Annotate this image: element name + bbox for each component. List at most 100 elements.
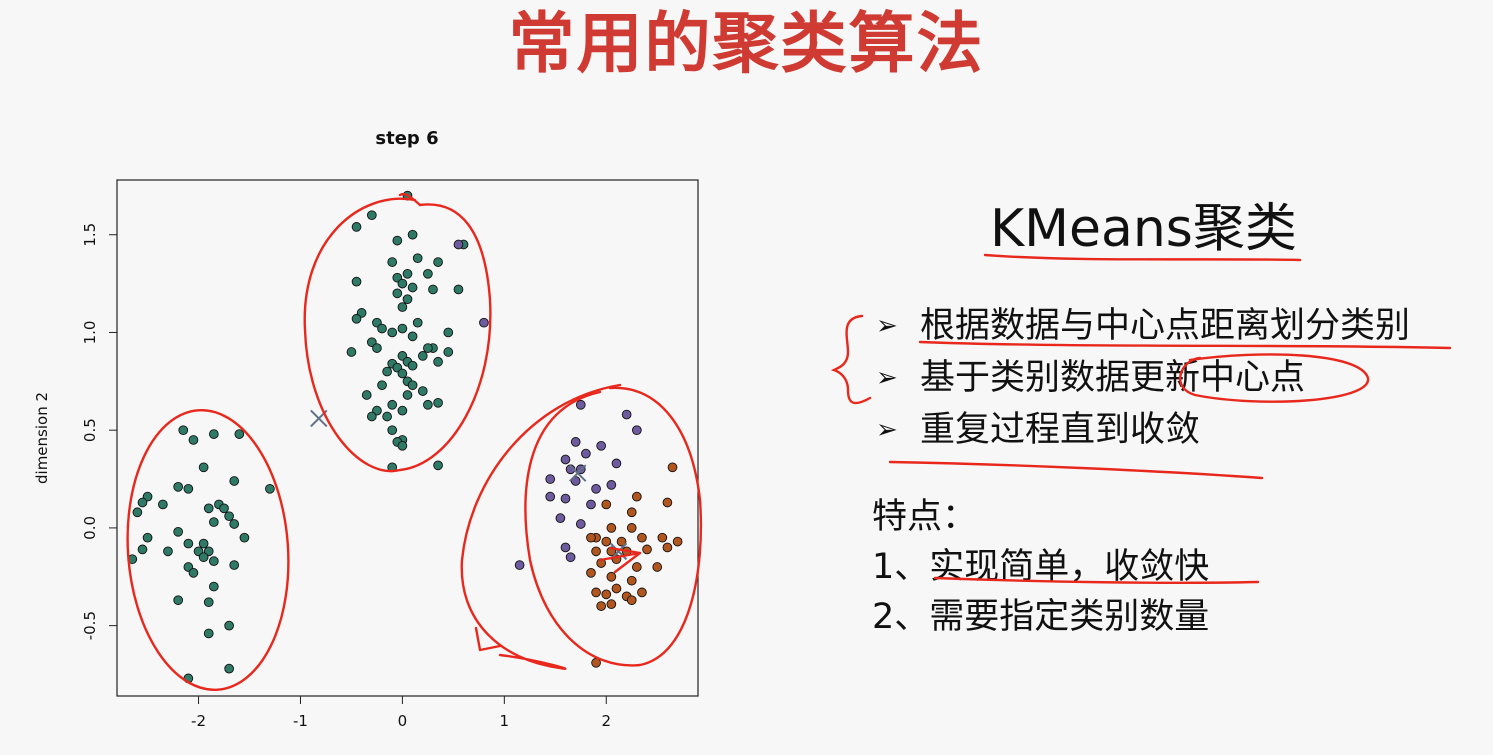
- data-point: [173, 482, 184, 492]
- data-point: [173, 526, 184, 537]
- data-point: [351, 276, 362, 287]
- data-point: [397, 440, 408, 451]
- features-block: 特点： 1、实现简单，收敛快 2、需要指定类别数量: [872, 492, 1209, 642]
- data-point: [372, 343, 382, 353]
- bullet-list: ➢ 根据数据与中心点距离划分类别 ➢ 基于类别数据更新中心点 ➢ 重复过程直到收敛: [876, 300, 1410, 456]
- data-point: [586, 568, 596, 578]
- data-point: [198, 538, 209, 549]
- data-point: [142, 532, 153, 543]
- data-point: [443, 347, 454, 357]
- data-point: [596, 601, 607, 611]
- data-point: [229, 560, 240, 570]
- data-point: [545, 474, 556, 484]
- data-point: [626, 595, 637, 606]
- data-point: [397, 302, 408, 312]
- data-point: [234, 429, 245, 439]
- data-point: [387, 399, 398, 410]
- data-point: [203, 628, 214, 639]
- data-point: [601, 499, 612, 510]
- x-axis: -2 -1 0 1 2: [191, 696, 611, 730]
- data-point: [423, 268, 433, 279]
- data-point: [581, 448, 591, 459]
- y-tick-label: 1.0: [81, 321, 99, 345]
- data-point: [183, 483, 194, 494]
- data-point: [514, 560, 525, 570]
- data-point: [407, 229, 418, 240]
- y-tick-label: 0.5: [81, 418, 99, 442]
- data-point: [555, 513, 566, 523]
- data-point: [387, 327, 398, 338]
- scatter-chart: step 6 dimension 2 -2 -1 0 1 2 -0.5 0.0 0.5 1.0…: [33, 128, 699, 730]
- data-point: [412, 317, 423, 328]
- data-point: [637, 532, 647, 543]
- data-point: [631, 562, 642, 572]
- data-point: [402, 190, 413, 201]
- data-point: [407, 331, 418, 342]
- data-point: [575, 519, 586, 529]
- feature-item: 1、实现简单，收敛快: [872, 547, 1210, 587]
- data-point: [392, 288, 403, 299]
- data-point: [560, 493, 571, 504]
- x-tick-label: 0: [398, 712, 408, 730]
- x-tick-label: -1: [293, 712, 308, 730]
- data-point: [423, 343, 433, 353]
- data-point: [208, 517, 219, 527]
- data-point: [479, 317, 489, 328]
- data-point: [397, 405, 408, 416]
- data-point: [606, 480, 617, 490]
- data-point: [407, 360, 418, 371]
- data-point: [621, 409, 632, 420]
- data-point: [652, 562, 663, 572]
- data-point: [591, 657, 601, 668]
- data-point: [392, 235, 403, 246]
- center-x-marker: [310, 409, 328, 428]
- data-point: [402, 294, 413, 305]
- data-point: [397, 368, 408, 379]
- data-point: [453, 239, 464, 250]
- data-point: [453, 284, 464, 295]
- data-point: [265, 483, 275, 494]
- data-point: [188, 435, 199, 445]
- data-point: [137, 544, 148, 555]
- y-axis: -0.5 0.0 0.5 1.0 1.5: [81, 223, 117, 640]
- data-point: [402, 268, 413, 279]
- data-point: [611, 458, 622, 469]
- data-point: [575, 399, 586, 410]
- data-point: [433, 460, 443, 471]
- data-point: [137, 497, 148, 508]
- data-point: [397, 278, 408, 289]
- data-point: [219, 503, 229, 514]
- features-label: 特点：: [872, 497, 978, 537]
- x-tick-label: -2: [191, 712, 206, 730]
- data-point: [637, 587, 647, 598]
- data-point: [203, 597, 214, 608]
- data-point: [423, 399, 433, 410]
- data-point: [178, 425, 189, 436]
- feature-item: 2、需要指定类别数量: [872, 597, 1210, 637]
- data-point: [626, 523, 637, 533]
- data-point: [198, 462, 209, 473]
- data-point: [351, 222, 362, 232]
- bullet-item: ➢ 基于类别数据更新中心点: [876, 352, 1410, 404]
- bullet-text: 根据数据与中心点距离划分类别: [920, 306, 1411, 346]
- y-tick-label: -0.5: [81, 611, 99, 640]
- x-tick-label: 2: [601, 712, 611, 730]
- data-point: [346, 347, 357, 357]
- data-point: [173, 595, 184, 606]
- data-point: [407, 282, 418, 293]
- x-tick-label: 1: [500, 712, 510, 730]
- data-point: [208, 581, 219, 592]
- data-points: [127, 190, 683, 684]
- data-point: [443, 327, 454, 338]
- data-point: [377, 323, 387, 334]
- arrow-bullet-icon: ➢: [876, 363, 898, 393]
- bullet-item: ➢ 重复过程直到收敛: [876, 404, 1410, 456]
- data-point: [229, 476, 240, 486]
- data-point: [606, 523, 617, 533]
- data-point: [586, 532, 596, 543]
- data-point: [591, 546, 601, 557]
- data-point: [382, 366, 392, 377]
- arrow-bullet-icon: ➢: [876, 415, 898, 445]
- data-point: [606, 599, 617, 609]
- arrow-bullet-icon: ➢: [876, 311, 898, 341]
